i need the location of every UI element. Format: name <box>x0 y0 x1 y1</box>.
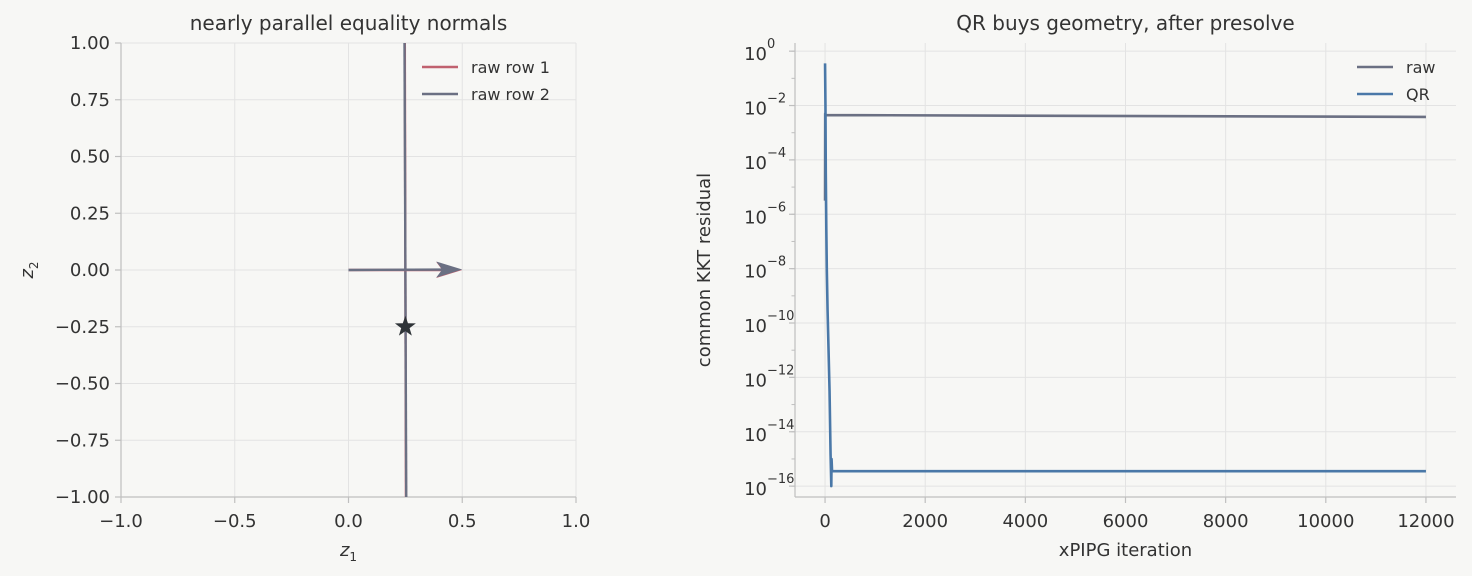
x-tick-label: 0.5 <box>448 511 477 532</box>
y-tick-label: 1.00 <box>70 33 110 54</box>
x-tick-label: 2000 <box>902 511 948 532</box>
y-tick-label: 10 <box>744 99 767 120</box>
x-tick-label: 6000 <box>1103 511 1149 532</box>
y-tick-exponent: −6 <box>767 200 786 215</box>
legend-label: raw <box>1406 58 1435 77</box>
y-tick-label: −1.00 <box>55 487 110 508</box>
y-tick-label: 10 <box>744 316 767 337</box>
y-tick-label: 0.50 <box>70 147 110 168</box>
y-tick-label: 10 <box>744 207 767 228</box>
y-tick-label: −0.50 <box>55 374 110 395</box>
y-tick-exponent: 0 <box>767 37 775 52</box>
x-tick-label: −0.5 <box>213 511 257 532</box>
x-tick-label: 8000 <box>1203 511 1249 532</box>
y-tick-label: 0.25 <box>70 203 110 224</box>
y-tick-exponent: −4 <box>767 146 786 161</box>
grid <box>795 43 1456 497</box>
chart-normals: −1.0 −0.5 0.0 0.5 1.0 1.00 0.75 0.50 0.25 0.00 −0.… <box>17 11 590 564</box>
y-tick-exponent: −14 <box>767 418 794 433</box>
x-tick-label: −1.0 <box>99 511 143 532</box>
y-tick-exponent: −16 <box>767 472 794 487</box>
ticks: −1.0 −0.5 0.0 0.5 1.0 1.00 0.75 0.50 0.25 0.00 −0.… <box>55 33 590 532</box>
x-tick-label: 1.0 <box>562 511 591 532</box>
y-tick-exponent: −8 <box>767 255 786 270</box>
legend-label: raw row 2 <box>471 85 550 104</box>
y-tick-label: 10 <box>744 479 767 500</box>
normal-arrow-head <box>436 261 463 278</box>
x-tick-label: 0.0 <box>334 511 363 532</box>
y-tick-label: 10 <box>744 425 767 446</box>
x-tick-label: 0 <box>819 511 830 532</box>
y-tick-label: −0.75 <box>55 430 110 451</box>
series-line <box>823 63 1426 488</box>
y-tick-label: 10 <box>744 370 767 391</box>
y-tick-label: 10 <box>744 262 767 283</box>
y-tick-label: 0.00 <box>70 260 110 281</box>
chart-title: nearly parallel equality normals <box>190 11 508 35</box>
chart-title: QR buys geometry, after presolve <box>956 11 1294 35</box>
x-tick-label: 12000 <box>1397 511 1454 532</box>
y-tick-exponent: −10 <box>767 309 794 324</box>
y-tick-label: 10 <box>744 153 767 174</box>
legend-label: QR <box>1406 85 1430 104</box>
x-axis-label: z1 <box>339 540 357 564</box>
y-axis-label: common KKT residual <box>694 173 715 367</box>
y-tick-label: 10 <box>744 44 767 65</box>
y-axis-label: z2 <box>17 261 41 279</box>
legend-label: raw row 1 <box>471 58 550 77</box>
y-tick-label: −0.25 <box>55 317 110 338</box>
legend: raw row 1 raw row 2 <box>422 58 550 104</box>
x-tick-label: 4000 <box>1002 511 1048 532</box>
plot-marks <box>823 63 1426 488</box>
x-tick-label: 10000 <box>1297 511 1354 532</box>
y-tick-exponent: −2 <box>767 92 786 107</box>
y-tick-exponent: −12 <box>767 363 794 378</box>
plot-marks <box>348 42 463 498</box>
solution-star-marker <box>394 315 416 336</box>
legend: raw QR <box>1357 58 1435 104</box>
x-axis-label: xPIPG iteration <box>1059 540 1192 561</box>
y-tick-label: 0.75 <box>70 90 110 111</box>
